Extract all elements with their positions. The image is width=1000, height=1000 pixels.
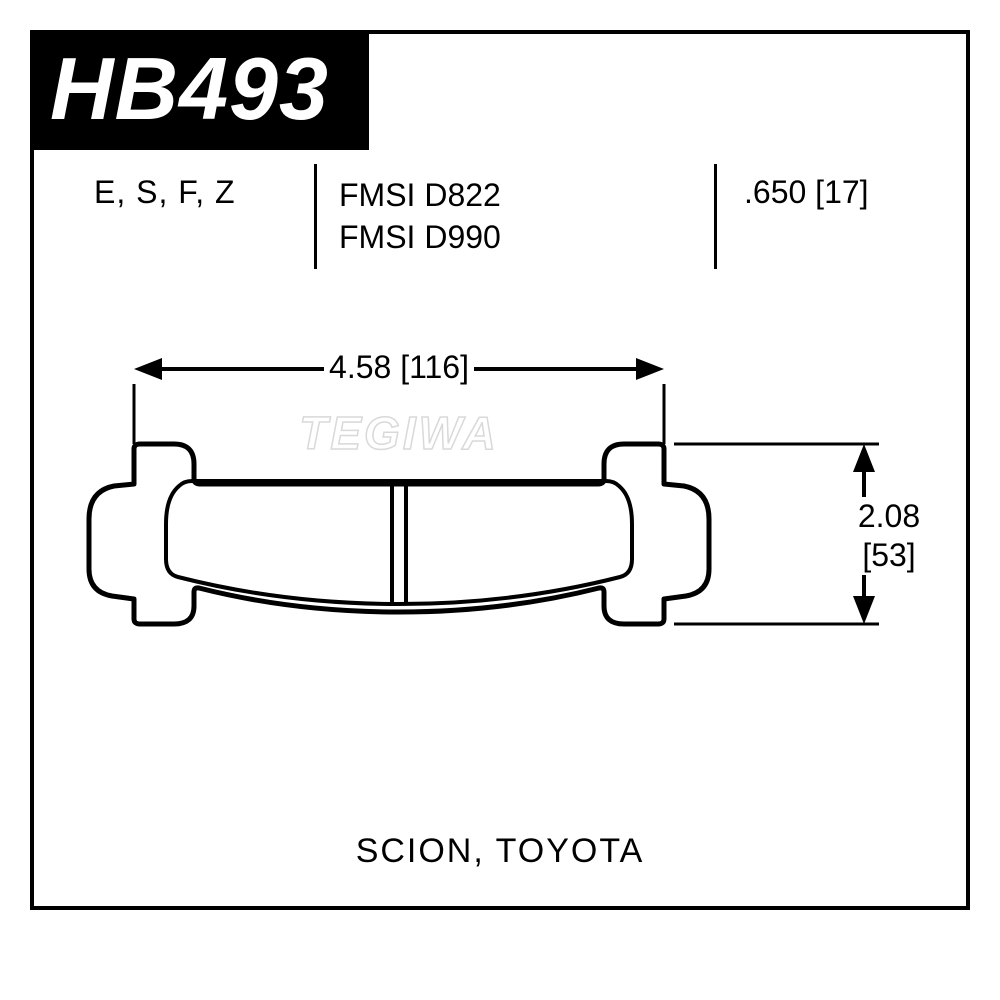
height-dimension: 2.08 [53] xyxy=(674,444,944,624)
thickness-mm: [17] xyxy=(815,174,868,210)
part-number-title: HB493 xyxy=(30,30,369,150)
width-inches: 4.58 xyxy=(329,349,391,385)
brake-pad-diagram: TEGIWA 4.58 [116] xyxy=(34,314,966,814)
fmsi-line-1: FMSI D822 xyxy=(339,174,501,216)
applications: SCION, TOYOTA xyxy=(34,832,966,871)
separator-1 xyxy=(314,164,317,269)
width-mm: [116] xyxy=(400,349,469,385)
height-inches: 2.08 xyxy=(858,498,920,534)
fmsi-codes: FMSI D822 FMSI D990 xyxy=(339,174,501,258)
separator-2 xyxy=(714,164,717,269)
pad-outline xyxy=(89,444,709,624)
pad-friction-surface xyxy=(166,481,632,604)
watermark-text: TEGIWA xyxy=(299,407,498,459)
spec-frame: HB493 E, S, F, Z FMSI D822 FMSI D990 .65… xyxy=(30,30,970,910)
svg-text:4.58 [11: 4.58 [116] xyxy=(329,349,469,385)
compound-codes: E, S, F, Z xyxy=(94,174,236,211)
info-row: E, S, F, Z FMSI D822 FMSI D990 .650 [17] xyxy=(34,164,966,284)
fmsi-line-2: FMSI D990 xyxy=(339,216,501,258)
height-mm: [53] xyxy=(862,537,915,573)
thickness-inches: .650 xyxy=(744,174,806,210)
thickness-spec: .650 [17] xyxy=(744,174,869,211)
